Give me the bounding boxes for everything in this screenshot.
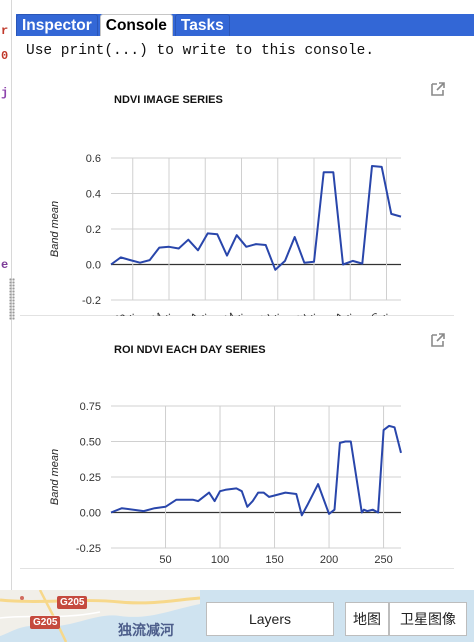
x-tick-label: M... [151,306,173,316]
tab-inspector[interactable]: Inspector [16,14,98,36]
x-tick-label: A... [188,306,208,316]
y-tick-label: -0.25 [76,543,101,555]
y-axis-title: Band mean [49,201,61,257]
chart-card-ndvi-image-series: NDVI IMAGE SERIES -0.2 0.0 0.2 0.4 0.6 Fe... M… [20,72,454,316]
map-place-label: 独流减河 [118,622,174,638]
x-tick-label: S... [370,306,390,316]
chart-card-roi-ndvi-each-day-series: ROI NDVI EACH DAY SERIES -0.25 0.00 0.25 0.… [20,323,454,569]
x-tick-label: 250 [374,554,392,566]
x-tick-label: M... [223,306,245,316]
x-tick-label: Fe... [111,306,136,316]
console-panel: Use print(...) to write to this console.… [16,36,474,590]
x-tick-label: 50 [159,554,171,566]
open-in-new-window-icon[interactable] [430,81,446,97]
map-view[interactable]: G205 G205 独流减河 Layers 地图 卫星图像 [0,590,474,642]
y-tick-label: 0.6 [86,153,101,165]
ndvi-image-series-chart: -0.2 0.0 0.2 0.4 0.6 Fe... M... A... M... Ju... Ju… [49,153,402,316]
tab-tasks[interactable]: Tasks [174,14,230,36]
y-tick-label: 0.75 [80,401,101,413]
series-line [110,424,402,517]
y-tick-label: 0.2 [86,224,101,236]
y-tick-label: 0.4 [86,189,101,201]
editor-glyph-0: r [1,24,9,38]
road-badge-g205: G205 [57,596,88,609]
y-tick-label: 0.50 [80,437,101,449]
x-tick-label: Ju... [257,306,281,316]
editor-glyph-3: e [1,258,9,272]
y-tick-label: -0.2 [82,295,101,307]
y-tick-label: 0.25 [80,472,101,484]
map-type-button[interactable]: 地图 [345,602,389,636]
y-tick-label: 0.0 [86,260,101,272]
panel-resize-handle[interactable] [9,278,15,320]
roi-ndvi-each-day-chart: -0.250.000.250.500.7550100150200250Day o… [49,401,402,566]
layers-button[interactable]: Layers [206,602,334,636]
editor-glyph-1: 0 [1,49,9,63]
open-in-new-window-icon[interactable] [430,332,446,348]
console-hint-text: Use print(...) to write to this console. [26,43,375,59]
right-panel-tabs: Inspector Console Tasks [16,14,232,36]
chart-title: NDVI IMAGE SERIES [114,94,223,106]
x-tick-label: 100 [211,554,229,566]
y-axis-title: Band mean [49,449,61,505]
series-line [110,165,402,271]
y-tick-label: 0.00 [80,508,101,520]
tab-console[interactable]: Console [99,14,173,36]
x-tick-label: A... [333,306,353,316]
x-tick-label: Ju... [293,306,317,316]
chart-title: ROI NDVI EACH DAY SERIES [114,344,266,356]
x-tick-label: 150 [265,554,283,566]
road-badge-g205: G205 [30,616,61,629]
x-tick-label: 200 [320,554,338,566]
satellite-type-button[interactable]: 卫星图像 [389,602,467,636]
editor-glyph-2: j [1,86,9,100]
